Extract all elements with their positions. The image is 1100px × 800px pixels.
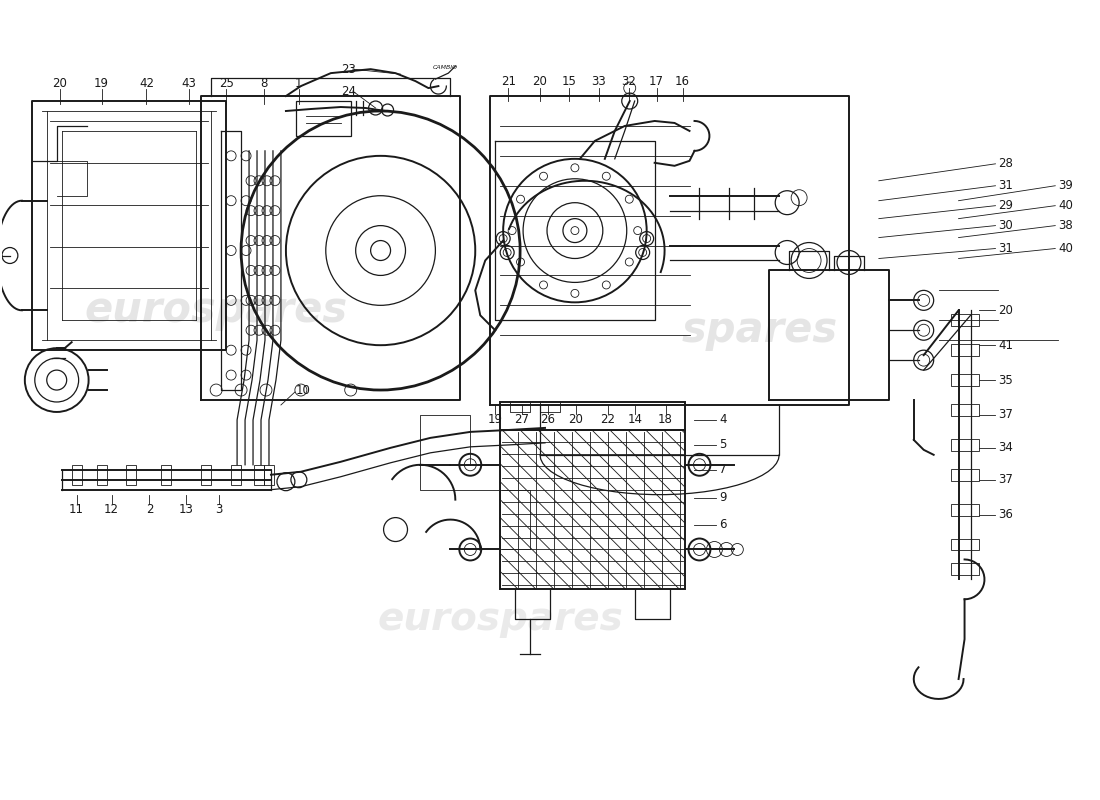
Text: 16: 16 [675,74,690,88]
Text: 24: 24 [341,85,355,98]
Bar [500,402,684,430]
Text: 14: 14 [627,414,642,426]
Text: 37: 37 [999,409,1013,422]
Text: 26: 26 [540,414,556,426]
Bar [950,314,979,326]
Bar [950,404,979,416]
Text: 40: 40 [1058,242,1074,255]
Text: 10: 10 [296,383,311,397]
Text: 11: 11 [69,503,84,516]
Text: 31: 31 [999,179,1013,192]
Text: 40: 40 [1058,199,1074,212]
Bar [72,465,81,485]
Text: 13: 13 [179,503,194,516]
Text: 12: 12 [104,503,119,516]
Text: 6: 6 [719,518,727,531]
Text: 36: 36 [999,508,1013,521]
Text: CAMBIO: CAMBIO [433,65,458,70]
Text: 2: 2 [145,503,153,516]
Text: 29: 29 [999,199,1013,212]
Text: 38: 38 [1058,219,1072,232]
Bar [201,465,211,485]
Bar [264,465,274,485]
Text: 20: 20 [532,74,548,88]
Bar [97,465,107,485]
Text: 20: 20 [999,304,1013,317]
Text: 21: 21 [500,74,516,88]
Text: 18: 18 [658,414,673,426]
Bar [950,469,979,481]
Text: 20: 20 [53,77,67,90]
Text: 8: 8 [261,77,267,90]
Text: 28: 28 [999,158,1013,170]
Bar [950,538,979,550]
Bar [254,465,264,485]
Text: 22: 22 [601,414,615,426]
Bar [500,430,684,590]
Text: 30: 30 [999,219,1013,232]
Text: 17: 17 [649,74,664,88]
Bar [950,504,979,515]
Text: 5: 5 [719,438,727,451]
Bar [950,344,979,356]
Text: 3: 3 [216,503,223,516]
Text: 1: 1 [295,77,302,90]
Text: 43: 43 [182,77,197,90]
Text: 23: 23 [341,62,355,76]
Text: 15: 15 [561,74,576,88]
Text: eurospares: eurospares [377,600,623,638]
Text: spares: spares [681,310,837,351]
Bar [231,465,241,485]
Text: 34: 34 [999,442,1013,454]
Bar [162,465,172,485]
Text: 20: 20 [569,414,583,426]
Text: 33: 33 [592,74,606,88]
Bar [296,101,351,136]
Text: 41: 41 [999,338,1013,352]
Text: 19: 19 [95,77,109,90]
Text: 35: 35 [999,374,1013,386]
Text: 19: 19 [487,414,503,426]
Text: 25: 25 [219,77,233,90]
Text: 9: 9 [719,491,727,504]
Text: 31: 31 [999,242,1013,255]
Bar [950,563,979,575]
Bar [950,439,979,451]
Bar [126,465,136,485]
Text: 7: 7 [719,463,727,476]
Text: 32: 32 [621,74,636,88]
Text: 39: 39 [1058,179,1074,192]
Text: eurospares: eurospares [85,290,348,331]
Text: 27: 27 [515,414,529,426]
Text: 37: 37 [999,474,1013,486]
Text: 4: 4 [719,414,727,426]
Text: 42: 42 [139,77,154,90]
Bar [950,374,979,386]
